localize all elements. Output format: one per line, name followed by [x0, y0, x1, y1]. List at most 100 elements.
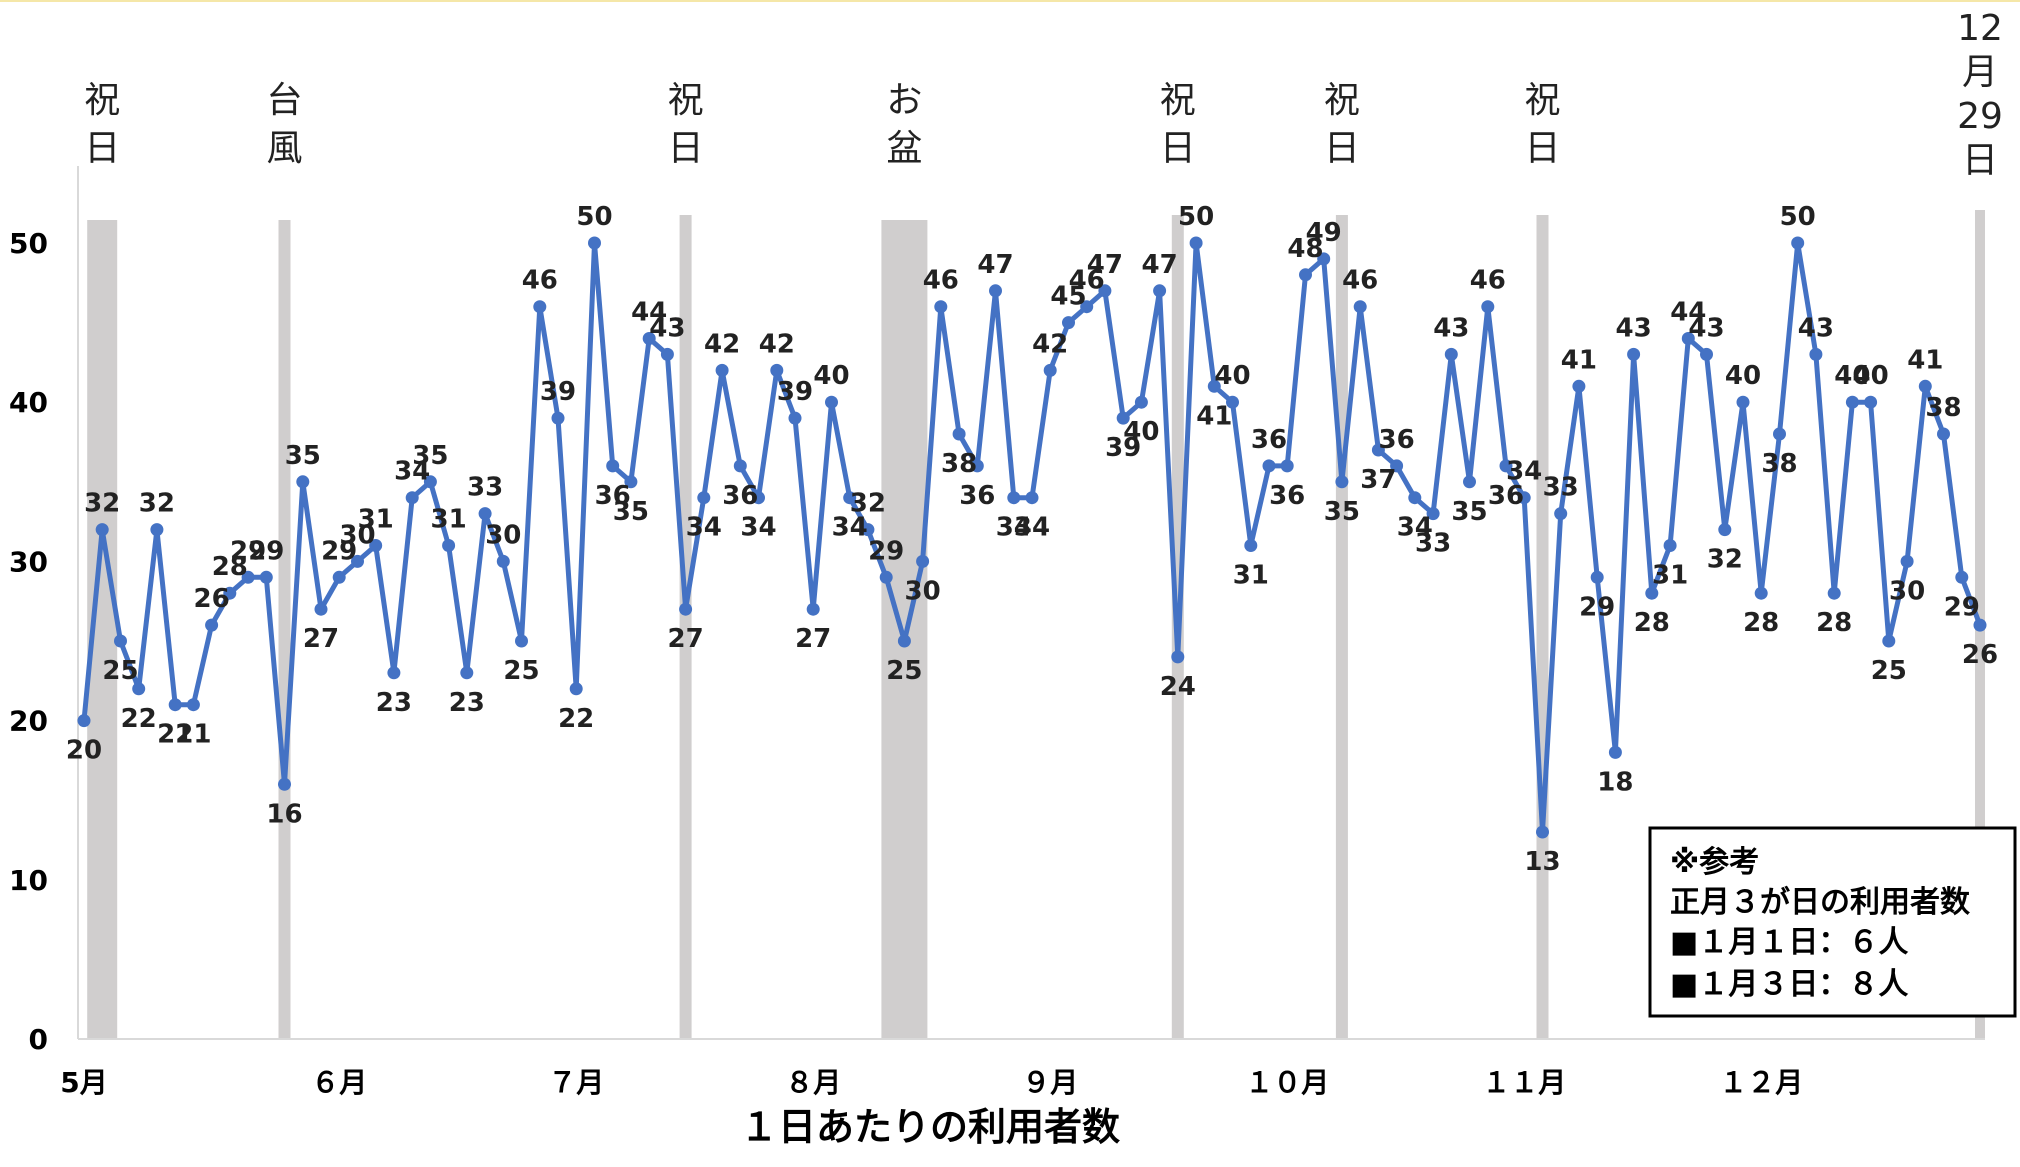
- data-point: [624, 475, 638, 489]
- data-point: [1408, 491, 1422, 505]
- x-tick-label-7: １１月: [1482, 1066, 1566, 1099]
- data-point: [1371, 443, 1385, 457]
- data-label: 32: [850, 489, 886, 519]
- data-point: [95, 523, 109, 537]
- data-point: [1062, 316, 1075, 330]
- data-point: [241, 570, 255, 584]
- data-label: 43: [1616, 313, 1652, 343]
- data-label: 36: [722, 481, 758, 511]
- band-label-4-2: 盆: [886, 128, 922, 169]
- data-point: [1718, 523, 1732, 537]
- data-label: 35: [613, 497, 649, 527]
- data-label: 34: [686, 513, 722, 543]
- note-line-1: 正月３が日の利用者数: [1670, 885, 1971, 920]
- data-label: 34: [394, 457, 430, 487]
- data-label: 40: [1853, 361, 1889, 391]
- x-axis-title: １日あたりの利用者数: [740, 1105, 1120, 1149]
- data-point: [588, 236, 601, 250]
- data-label: 36: [1488, 481, 1524, 511]
- data-label: 35: [412, 441, 448, 471]
- data-label: 39: [540, 377, 576, 407]
- data-point: [752, 491, 765, 505]
- data-point: [879, 570, 893, 584]
- data-label: 22: [121, 704, 157, 734]
- data-label: 29: [248, 536, 284, 566]
- data-label: 47: [1142, 250, 1178, 280]
- data-point: [460, 666, 474, 680]
- band-6: [1335, 215, 1348, 1039]
- data-label: 13: [1524, 847, 1560, 877]
- data-point: [405, 491, 419, 505]
- data-label: 39: [1105, 433, 1141, 463]
- note-title: ※参考: [1670, 845, 1759, 880]
- data-label: 29: [1944, 592, 1980, 622]
- x-tick-label-3: ７月: [548, 1066, 604, 1099]
- data-label: 20: [66, 736, 102, 766]
- y-tick-label-40: 40: [9, 386, 48, 419]
- data-label: 21: [175, 720, 211, 750]
- data-label: 21: [157, 720, 193, 750]
- data-point: [478, 507, 492, 521]
- band-label-7-1: 祝: [1524, 80, 1560, 121]
- data-point: [1262, 459, 1276, 473]
- data-label: 32: [139, 489, 175, 519]
- data-label: 43: [1433, 313, 1469, 343]
- data-point: [423, 475, 437, 489]
- data-point: [1207, 379, 1221, 393]
- note-line-3: ■１月３日：８人: [1670, 967, 1908, 1002]
- band-label-5-1: 祝: [1160, 80, 1196, 121]
- data-point: [916, 554, 930, 568]
- x-tick-label-4: ８月: [785, 1066, 841, 1099]
- data-point: [733, 459, 747, 473]
- data-label: 46: [1069, 266, 1105, 296]
- x-tick-label-2: ６月: [311, 1066, 367, 1099]
- data-point: [351, 554, 364, 568]
- data-point: [1608, 745, 1622, 759]
- data-label: 38: [1925, 393, 1961, 423]
- data-label: 50: [1780, 202, 1816, 232]
- data-label: 46: [923, 266, 959, 296]
- data-label: 23: [376, 688, 412, 718]
- x-tick-label-1: 5月: [60, 1066, 107, 1099]
- data-point: [1353, 300, 1367, 314]
- note-border: [1648, 826, 2017, 1018]
- x-tick-label-6: １０月: [1245, 1066, 1329, 1099]
- data-point: [1335, 475, 1349, 489]
- data-point: [205, 618, 219, 632]
- band-label-4-1: お: [886, 80, 922, 121]
- data-point: [515, 634, 528, 648]
- data-label: 25: [886, 656, 922, 686]
- data-label: 38: [1761, 449, 1797, 479]
- data-point: [1754, 586, 1768, 600]
- data-label: 36: [1251, 425, 1287, 455]
- data-labels: 2032252232212126282929163527293031233435…: [66, 202, 1998, 877]
- data-point: [1590, 570, 1604, 584]
- data-point: [1973, 618, 1987, 632]
- data-point: [1864, 395, 1878, 409]
- band-7: [1536, 215, 1549, 1039]
- data-point: [1299, 268, 1312, 282]
- data-point: [1700, 347, 1713, 361]
- data-label: 43: [1688, 313, 1724, 343]
- band-label-3-1: 祝: [668, 80, 704, 121]
- data-label: 46: [1470, 266, 1506, 296]
- data-label: 28: [1816, 608, 1852, 638]
- data-label: 39: [777, 377, 813, 407]
- data-point: [952, 427, 966, 441]
- data-point: [788, 411, 802, 425]
- data-label: 35: [285, 441, 321, 471]
- data-label: 29: [321, 536, 357, 566]
- data-point: [314, 602, 328, 616]
- data-label: 29: [868, 536, 904, 566]
- data-label: 29: [230, 536, 266, 566]
- y-tick-label-20: 20: [9, 705, 48, 738]
- data-point: [1882, 634, 1896, 648]
- band-label-8-1: 12: [1957, 8, 2003, 49]
- data-point: [1080, 300, 1094, 314]
- data-point: [1043, 363, 1057, 377]
- data-point: [1627, 347, 1641, 361]
- data-point: [1773, 427, 1786, 441]
- band-label-1-1: 祝: [84, 80, 120, 121]
- data-point: [1572, 379, 1586, 393]
